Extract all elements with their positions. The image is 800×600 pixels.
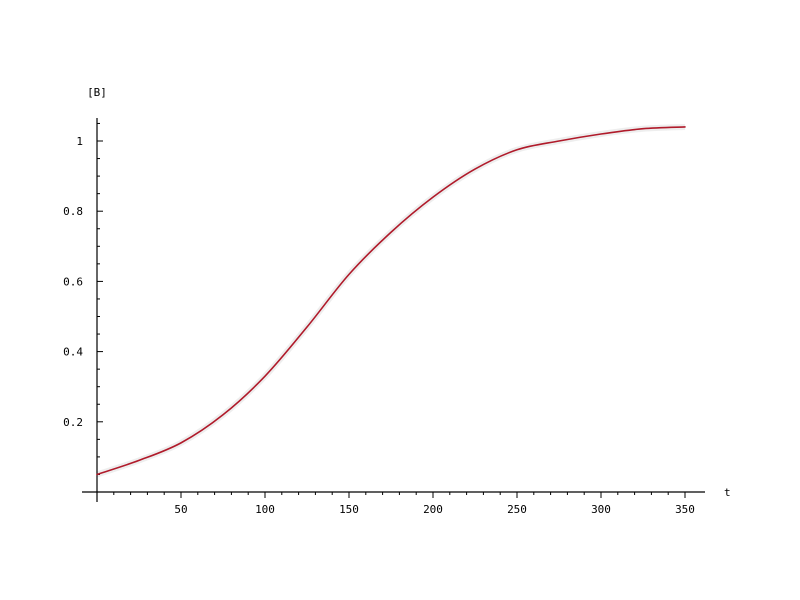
- x-tick-label: 100: [255, 503, 275, 516]
- x-tick-label: 250: [507, 503, 527, 516]
- y-tick-label: 0.4: [63, 346, 83, 359]
- x-tick-label: 300: [591, 503, 611, 516]
- x-tick-label: 150: [339, 503, 359, 516]
- series-group: [96, 126, 686, 476]
- y-tick-label: 0.2: [63, 416, 83, 429]
- y-axis: 0.2 0.4 0.6 0.8 1 [B]: [63, 86, 107, 502]
- y-ticks: 0.2 0.4 0.6 0.8 1: [63, 122, 103, 475]
- y-axis-label: [B]: [87, 86, 107, 99]
- y-tick-label: 0.8: [63, 205, 83, 218]
- series-line: [96, 126, 686, 476]
- x-axis-label: t: [724, 486, 731, 499]
- x-tick-label: 50: [174, 503, 187, 516]
- x-tick-label: 200: [423, 503, 443, 516]
- y-tick-label: 1: [76, 135, 83, 148]
- noise-band: [96, 123, 686, 478]
- x-ticks: 50 100 150 200 250 300 350: [113, 492, 695, 516]
- y-tick-label: 0.6: [63, 275, 83, 288]
- x-axis: 50 100 150 200 250 300 350 t: [82, 486, 731, 516]
- x-tick-label: 350: [675, 503, 695, 516]
